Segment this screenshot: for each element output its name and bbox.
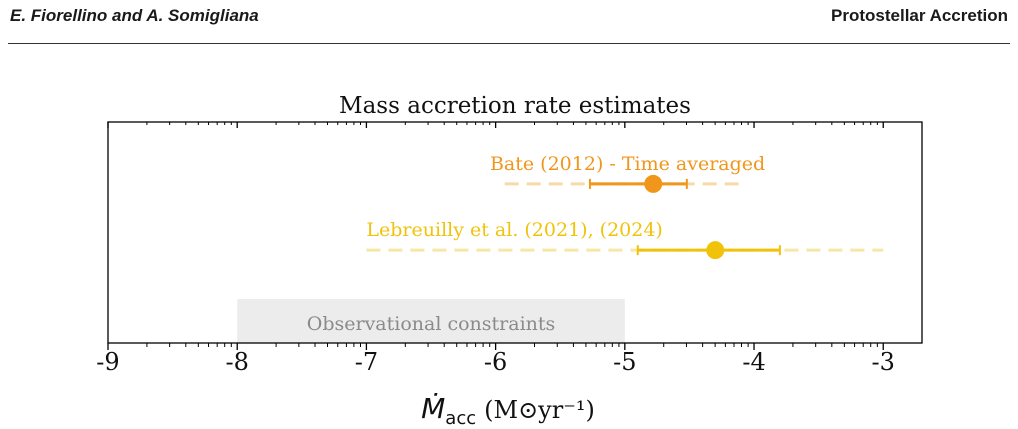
x-tick-label: -7 [355, 348, 378, 376]
x-tick-label: -9 [96, 348, 119, 376]
x-tick-label: -6 [484, 348, 507, 376]
series-point [644, 174, 663, 193]
series-point [706, 241, 725, 260]
series-label: Lebreuilly et al. (2021), (2024) [366, 219, 662, 241]
header-section-title: Protostellar Accretion [831, 6, 1008, 25]
x-tick-label: -8 [226, 348, 249, 376]
x-axis-label-subscript: acc [445, 408, 476, 429]
observational-band [237, 299, 625, 343]
chart-title: Mass accretion rate estimates [339, 93, 691, 119]
x-axis-label-units: (M⊙yr⁻¹) [484, 396, 595, 424]
header-rule [8, 43, 1010, 44]
plot-frame [107, 121, 923, 344]
x-tick-label: -3 [872, 348, 895, 376]
x-axis: -9 -8 -7 -6 -5 -4 -3 [96, 122, 895, 376]
header-authors: E. Fiorellino and A. Somigliana [10, 6, 259, 25]
observational-band-label: Observational constraints [307, 313, 556, 335]
series-label: Bate (2012) - Time averaged [490, 153, 765, 175]
x-axis-label: Ṁacc (M⊙yr⁻¹) [421, 392, 595, 429]
x-axis-label-symbol: Ṁ [421, 392, 445, 425]
plot-area: Observational constraints Bate (2012) - T… [237, 153, 884, 343]
x-tick-label: -5 [613, 348, 636, 376]
x-tick-label: -4 [742, 348, 765, 376]
